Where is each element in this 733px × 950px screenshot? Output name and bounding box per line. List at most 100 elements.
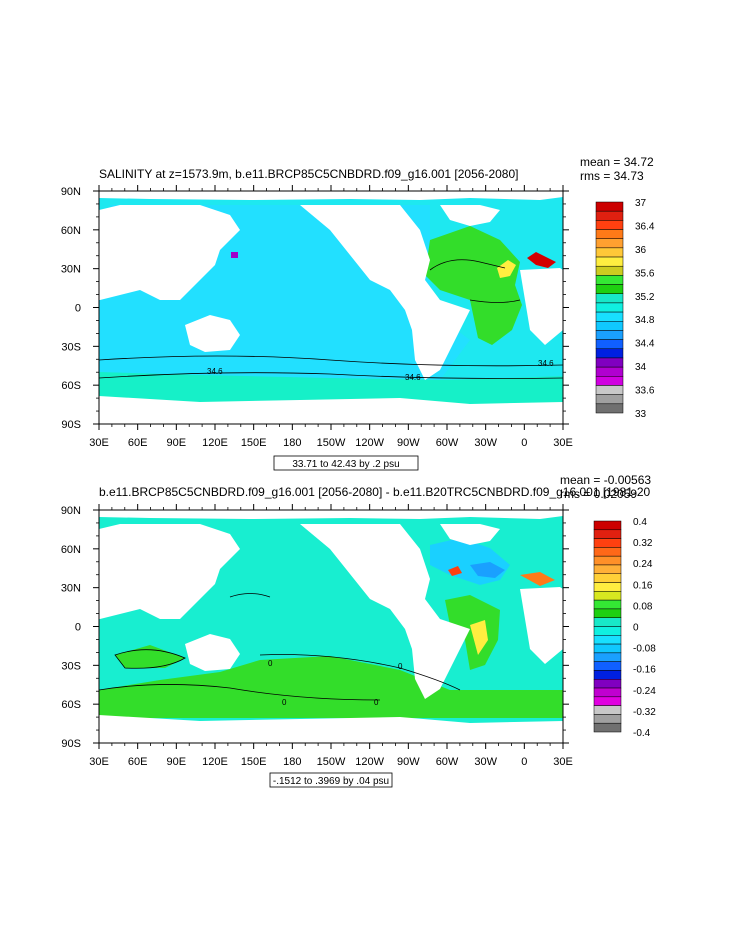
panel-a-field [99, 191, 563, 424]
panel-a-colorbar-swatch [595, 330, 624, 340]
panel-b-colorbar-swatch [593, 591, 622, 601]
panel-a-colorbar-swatch [595, 201, 624, 212]
panel-b-colorbar-label: 0.24 [633, 559, 653, 570]
panel-a-ytick-label: 90N [61, 186, 81, 198]
panel-b-colorbar-label: 0.32 [633, 538, 653, 549]
panel-b-colorbar-label: 0.08 [633, 601, 653, 612]
panel-b-contour-label-1: 0 [398, 662, 403, 671]
panel-b-southern-green [99, 656, 563, 718]
panel-a-ytick-label: 90S [61, 419, 81, 431]
panel-b-colorbar-label: 0 [633, 623, 639, 634]
panel-b-land-greenland [440, 524, 500, 545]
panel-b-colorbar-swatch [593, 635, 622, 645]
panel-a-xtick-label: 30W [474, 437, 497, 449]
panel-b-colorbar: 0.4 0.32 0.24 0.16 0.08 0 -0.08 -0.16 -0.24 -0.32… [593, 517, 656, 739]
panel-a-xtick-label: 0 [521, 437, 527, 449]
panel-a-colorbar-swatch [595, 302, 624, 313]
panel-b-land-africa [520, 587, 563, 664]
panel-a-colorbar-label: 35.2 [635, 292, 655, 303]
panel-b-land-australia [185, 634, 240, 671]
panel-b-colorbar-label: 0.16 [633, 580, 653, 591]
panel-b-mean: mean = -0.00563 [560, 473, 651, 487]
panel-a-colorbar-swatch [595, 403, 624, 414]
panel-b-contour-3 [229, 593, 271, 598]
panel-a-colorbar-swatch [595, 238, 624, 249]
panel-a-contour-label-1: 34.6 [207, 367, 223, 376]
panel-a-colorbar-swatch [595, 265, 624, 276]
panel-a-colorbar-swatch [595, 366, 624, 377]
panel-a-med-yellow [497, 260, 516, 278]
panel-b-contour-2 [99, 684, 381, 701]
panel-b-colorbar-label: -0.16 [633, 665, 656, 676]
panel-b-contour-label-4: 0 [268, 659, 273, 668]
panel-b-xtick-label: 90W [397, 756, 420, 768]
panel-b-xtick-label: 60W [436, 756, 459, 768]
panel-a-colorbar-swatch [595, 311, 624, 322]
panel-a-xtick-label: 30E [89, 437, 109, 449]
panel-b-ytick-label: 30S [61, 660, 81, 672]
panel-b-xtick-label: 150E [241, 756, 267, 768]
panel-a-colorbar-swatch [595, 293, 624, 304]
panel-b-colorbar-swatch [593, 564, 622, 574]
panel-a-southern-band [99, 372, 563, 410]
panel-b-colorbar-label: -0.32 [633, 707, 656, 718]
panel-b-contour-1 [259, 654, 461, 691]
panel-a-colorbar-label: 34.8 [635, 315, 655, 326]
panel-b-xtick-label: 180 [283, 756, 301, 768]
panel-b-colorbar-swatch [593, 722, 622, 733]
panel-a-colorbar-swatch [595, 348, 624, 359]
panel-b-xtick-label: 150W [317, 756, 346, 768]
panel-a-contour-3 [429, 259, 521, 303]
panel-b-colorbar-swatch [593, 714, 622, 724]
panel-a-ytick-label: 30S [61, 341, 81, 353]
panel-a-med-red [527, 252, 556, 268]
panel-a-xtick-label: 120E [202, 437, 228, 449]
panel-b-rms: rms = 0.02059 [560, 487, 637, 501]
panel-a-axes: 30E 60E 90E 120E 150E 180 150W 120W 90W 60W 30W 0 30… [61, 185, 573, 449]
panel-b-colorbar-swatch [593, 679, 622, 689]
panel-b-colorbar-swatch [593, 696, 622, 706]
panel-b-land-asia [99, 524, 240, 619]
panel-b-colorbar-swatch [593, 573, 622, 583]
panel-a-colorbar-label: 36 [635, 245, 647, 256]
panel-a-colorbar-swatch [595, 357, 624, 368]
panel-b-ytick-label: 90S [61, 738, 81, 750]
panel-a-colorbar-swatch [595, 210, 624, 221]
panel-a-ytick-label: 60N [61, 225, 81, 237]
panel-b-colorbar-swatch [593, 670, 622, 680]
panel-a-colorbar-swatch [595, 394, 624, 405]
panel-a-ytick-label: 0 [75, 303, 81, 315]
panel-b-colorbar-swatch [593, 608, 622, 618]
panel-a-colorbar-swatch [595, 339, 624, 350]
panel-a-colorbar-label: 34.4 [635, 339, 655, 350]
panel-a-title: SALINITY at z=1573.9m, b.e11.BRCP85C5CNB… [99, 167, 518, 181]
panel-a-colorbar-label: 37 [635, 198, 647, 209]
panel-a-colorbar-swatch [595, 229, 624, 239]
panel-a-xtick-label: 60W [436, 437, 459, 449]
panel-b-colorbar-swatch [593, 661, 622, 671]
panel-a-colorbar-swatch [595, 376, 624, 386]
panel-b-colorbar-swatch [593, 555, 622, 566]
panel-b-ytick-label: 60N [61, 544, 81, 556]
panel-b-range-box [269, 772, 393, 788]
panel-a-range-label: 33.71 to 42.43 by .2 psu [292, 459, 399, 470]
panel-a-xtick-label: 180 [283, 437, 301, 449]
panel-a-ytick-label: 60S [61, 380, 81, 392]
panel-a-colorbar: 37 36.4 36 35.6 35.2 34.8 34.4 34 33.6 33 [595, 198, 655, 420]
panel-b-xtick-label: 30W [474, 756, 497, 768]
panel-a-colorbar-swatch [595, 220, 624, 230]
panel-a-colorbar-label: 33 [635, 409, 647, 420]
panel-b-field [99, 510, 563, 743]
panel-a-land-asia [99, 205, 240, 300]
panel-b-ytick-label: 30N [61, 583, 81, 595]
panel-b-north-hot [448, 566, 462, 576]
panel-a-atlantic-green [425, 226, 522, 345]
panel-b-colorbar-swatch [593, 529, 622, 539]
panel-b-land-antarctica [99, 715, 563, 743]
panel-a-land-americas [300, 205, 470, 380]
panel-b-xtick-label: 60E [128, 756, 148, 768]
panel-b-colorbar-swatch [593, 520, 622, 531]
panel-b-xtick-label: 0 [521, 756, 527, 768]
panel-difference: b.e11.BRCP85C5CNBDRD.f09_g16.001 [2056-2… [61, 473, 656, 788]
panel-b-range-label: -.1512 to .3969 by .04 psu [273, 776, 389, 787]
